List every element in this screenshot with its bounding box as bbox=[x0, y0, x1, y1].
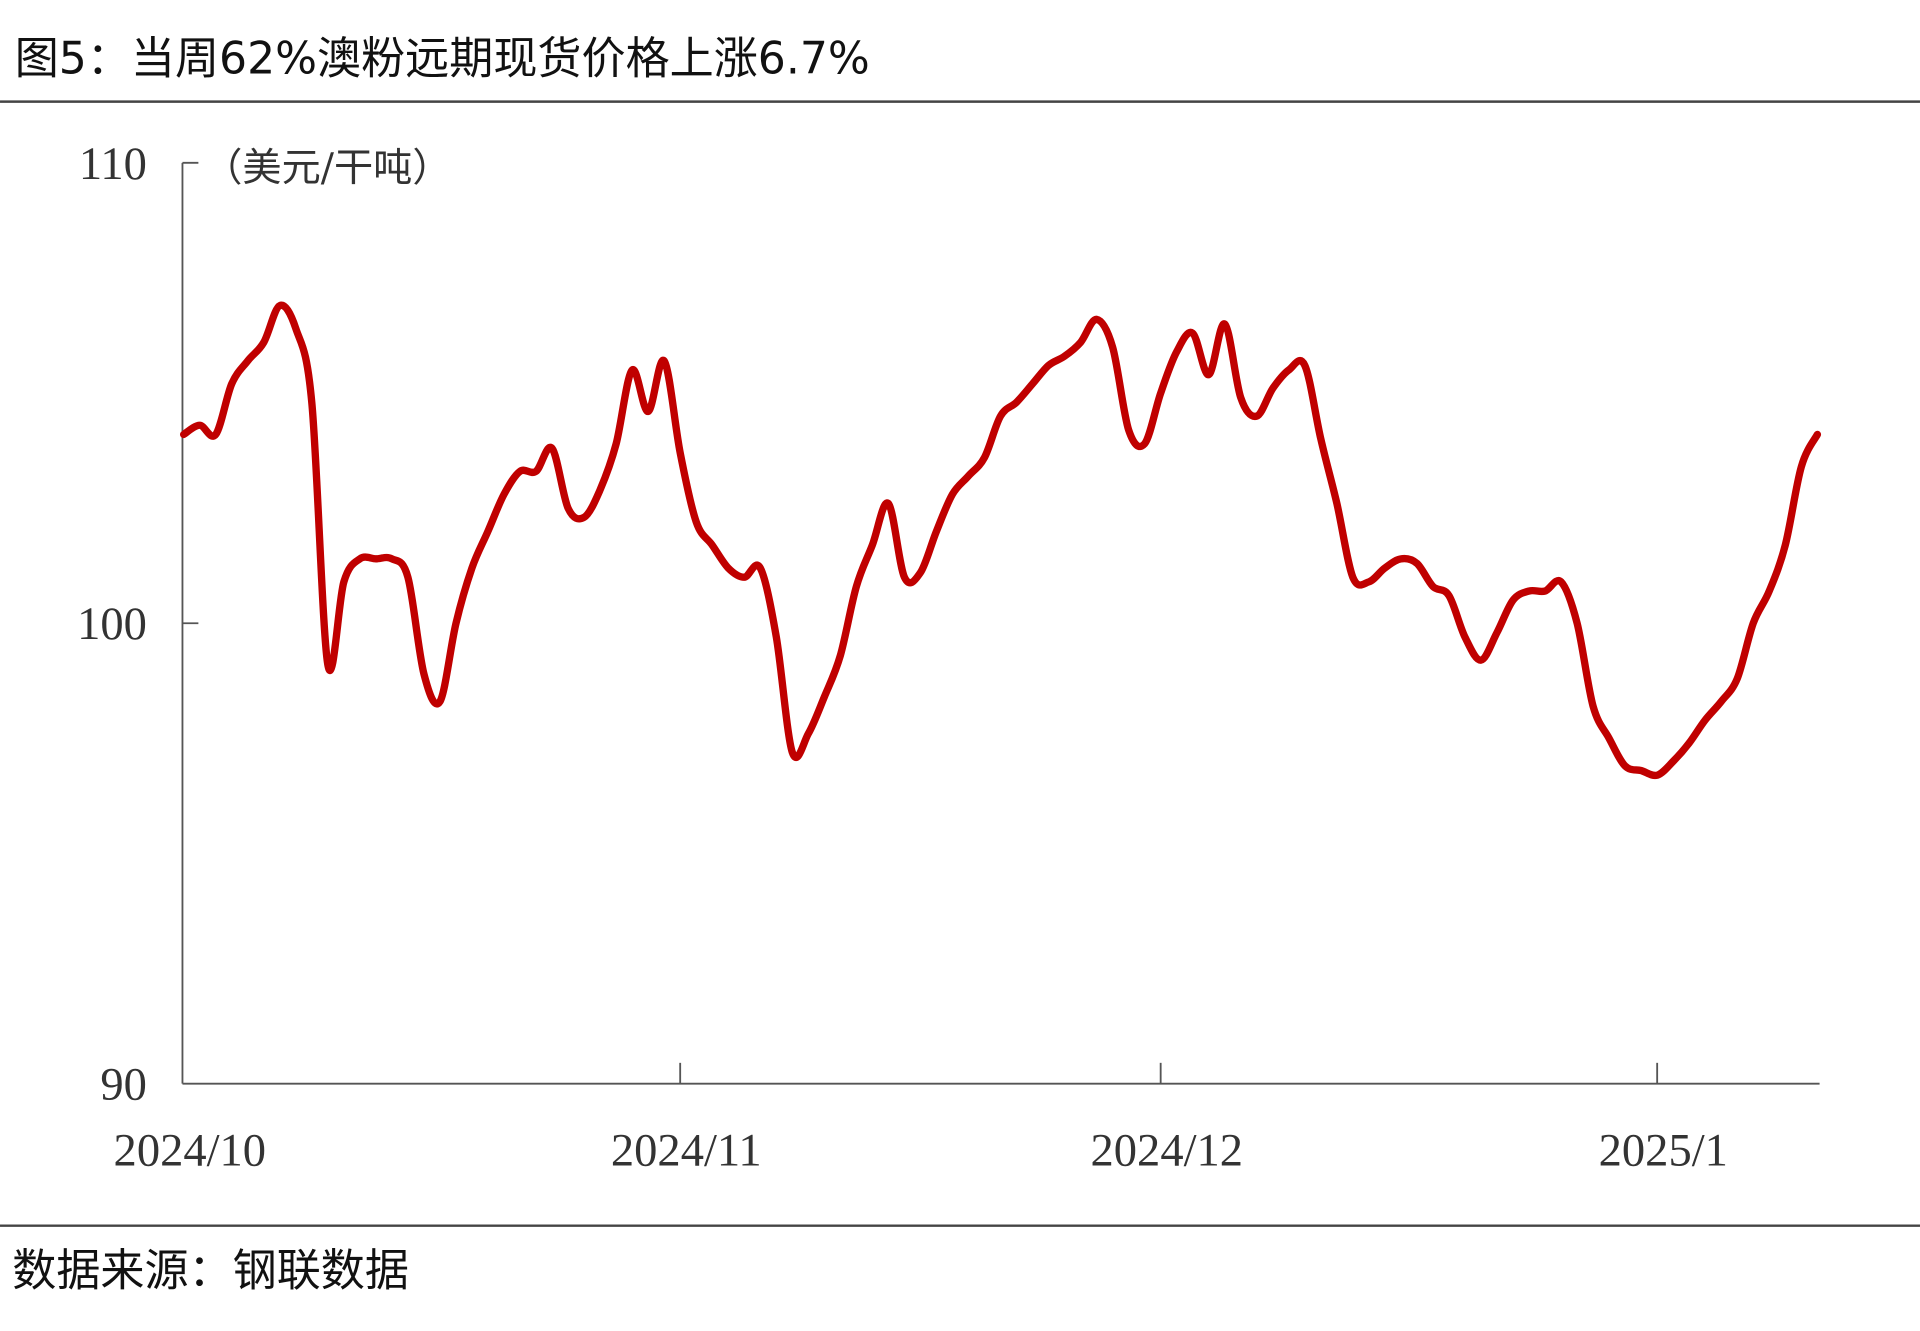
x-tick-label: 2024/10 bbox=[114, 1126, 266, 1177]
x-tick-label: 2024/11 bbox=[611, 1126, 762, 1177]
x-tick-label: 2025/1 bbox=[1599, 1126, 1728, 1177]
y-tick-label: 90 bbox=[100, 1060, 147, 1111]
source-note: 数据来源：钢联数据 bbox=[12, 1246, 409, 1297]
chart-title: 图5：当周62%澳粉远期现货价格上涨6.7% bbox=[15, 33, 870, 84]
y-unit-label: （美元/干吨） bbox=[203, 146, 451, 191]
y-tick-label: 100 bbox=[77, 599, 147, 650]
y-tick-label: 110 bbox=[79, 139, 147, 190]
price-line bbox=[180, 301, 1822, 780]
x-tick-label: 2024/12 bbox=[1091, 1126, 1243, 1177]
